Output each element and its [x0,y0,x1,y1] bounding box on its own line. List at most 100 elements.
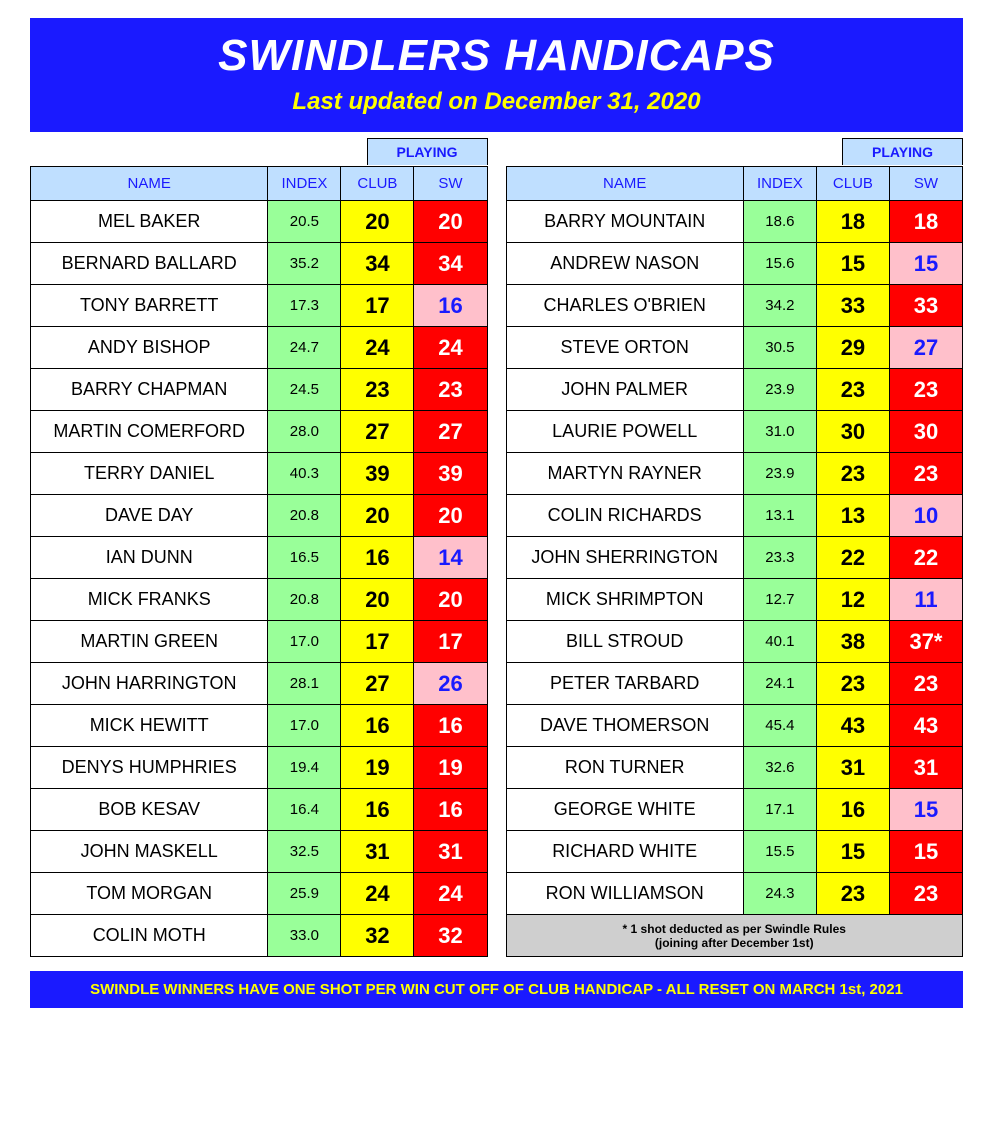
index-value: 32.6 [743,747,816,789]
club-value: 23 [341,369,414,411]
table-row: RICHARD WHITE15.51515 [506,831,963,873]
club-value: 13 [816,495,889,537]
tables-wrap: PLAYING NAME INDEX CLUB SW MEL BAKER20.5… [30,136,963,957]
table-row: COLIN RICHARDS13.11310 [506,495,963,537]
player-name: IAN DUNN [31,537,268,579]
main-title: SWINDLERS HANDICAPS [30,32,963,80]
playing-tag: PLAYING [842,138,963,165]
player-name: TOM MORGAN [31,873,268,915]
index-value: 24.5 [268,369,341,411]
index-value: 15.5 [743,831,816,873]
sw-value: 20 [414,495,487,537]
index-value: 24.7 [268,327,341,369]
index-value: 20.8 [268,495,341,537]
sw-value: 20 [414,579,487,621]
club-value: 23 [816,873,889,915]
footnote: * 1 shot deducted as per Swindle Rules(j… [506,915,963,957]
index-value: 24.1 [743,663,816,705]
right-table: NAME INDEX CLUB SW BARRY MOUNTAIN18.6181… [506,166,964,957]
index-value: 35.2 [268,243,341,285]
player-name: LAURIE POWELL [506,411,743,453]
table-header-row: NAME INDEX CLUB SW [31,167,488,201]
player-name: BOB KESAV [31,789,268,831]
table-row: BOB KESAV16.41616 [31,789,488,831]
sw-value: 31 [889,747,962,789]
index-value: 23.3 [743,537,816,579]
club-value: 23 [816,453,889,495]
club-value: 20 [341,201,414,243]
table-row: STEVE ORTON30.52927 [506,327,963,369]
player-name: DAVE DAY [31,495,268,537]
sw-value: 27 [889,327,962,369]
sw-value: 11 [889,579,962,621]
sw-value: 22 [889,537,962,579]
club-value: 18 [816,201,889,243]
table-row: JOHN MASKELL32.53131 [31,831,488,873]
index-value: 17.3 [268,285,341,327]
player-name: MICK HEWITT [31,705,268,747]
index-value: 45.4 [743,705,816,747]
table-row: TERRY DANIEL40.33939 [31,453,488,495]
sw-value: 30 [889,411,962,453]
table-row: MICK SHRIMPTON12.71211 [506,579,963,621]
club-value: 23 [816,663,889,705]
footnote-line2: (joining after December 1st) [655,936,814,950]
club-value: 17 [341,285,414,327]
table-row: JOHN HARRINGTON28.12726 [31,663,488,705]
playing-tag-row: PLAYING [30,136,488,166]
player-name: TONY BARRETT [31,285,268,327]
index-value: 28.1 [268,663,341,705]
club-value: 31 [816,747,889,789]
col-index: INDEX [268,167,341,201]
sw-value: 37* [889,621,962,663]
index-value: 18.6 [743,201,816,243]
club-value: 24 [341,327,414,369]
table-row: CHARLES O'BRIEN34.23333 [506,285,963,327]
player-name: RICHARD WHITE [506,831,743,873]
col-sw: SW [889,167,962,201]
sw-value: 16 [414,705,487,747]
table-row: MARTYN RAYNER23.92323 [506,453,963,495]
table-row: GEORGE WHITE17.11615 [506,789,963,831]
table-row: MEL BAKER20.52020 [31,201,488,243]
table-row: BERNARD BALLARD35.23434 [31,243,488,285]
col-club: CLUB [816,167,889,201]
table-row: JOHN PALMER23.92323 [506,369,963,411]
club-value: 20 [341,495,414,537]
page: SWINDLERS HANDICAPS Last updated on Dece… [0,0,993,1026]
index-value: 17.1 [743,789,816,831]
club-value: 16 [341,537,414,579]
club-value: 16 [341,789,414,831]
sw-value: 16 [414,285,487,327]
player-name: TERRY DANIEL [31,453,268,495]
club-value: 34 [341,243,414,285]
index-value: 15.6 [743,243,816,285]
table-row: MARTIN COMERFORD28.02727 [31,411,488,453]
club-value: 27 [341,411,414,453]
index-value: 17.0 [268,621,341,663]
table-row: IAN DUNN16.51614 [31,537,488,579]
club-value: 38 [816,621,889,663]
player-name: BILL STROUD [506,621,743,663]
player-name: RON WILLIAMSON [506,873,743,915]
player-name: PETER TARBARD [506,663,743,705]
player-name: MICK FRANKS [31,579,268,621]
club-value: 43 [816,705,889,747]
club-value: 27 [341,663,414,705]
player-name: DAVE THOMERSON [506,705,743,747]
sw-value: 23 [414,369,487,411]
player-name: BARRY CHAPMAN [31,369,268,411]
title-banner: SWINDLERS HANDICAPS Last updated on Dece… [30,18,963,132]
index-value: 20.5 [268,201,341,243]
index-value: 34.2 [743,285,816,327]
table-row: MARTIN GREEN17.01717 [31,621,488,663]
sw-value: 23 [889,663,962,705]
col-index: INDEX [743,167,816,201]
player-name: ANDY BISHOP [31,327,268,369]
subtitle: Last updated on December 31, 2020 [30,88,963,116]
index-value: 23.9 [743,369,816,411]
club-value: 29 [816,327,889,369]
index-value: 16.5 [268,537,341,579]
player-name: BERNARD BALLARD [31,243,268,285]
sw-value: 32 [414,915,487,957]
